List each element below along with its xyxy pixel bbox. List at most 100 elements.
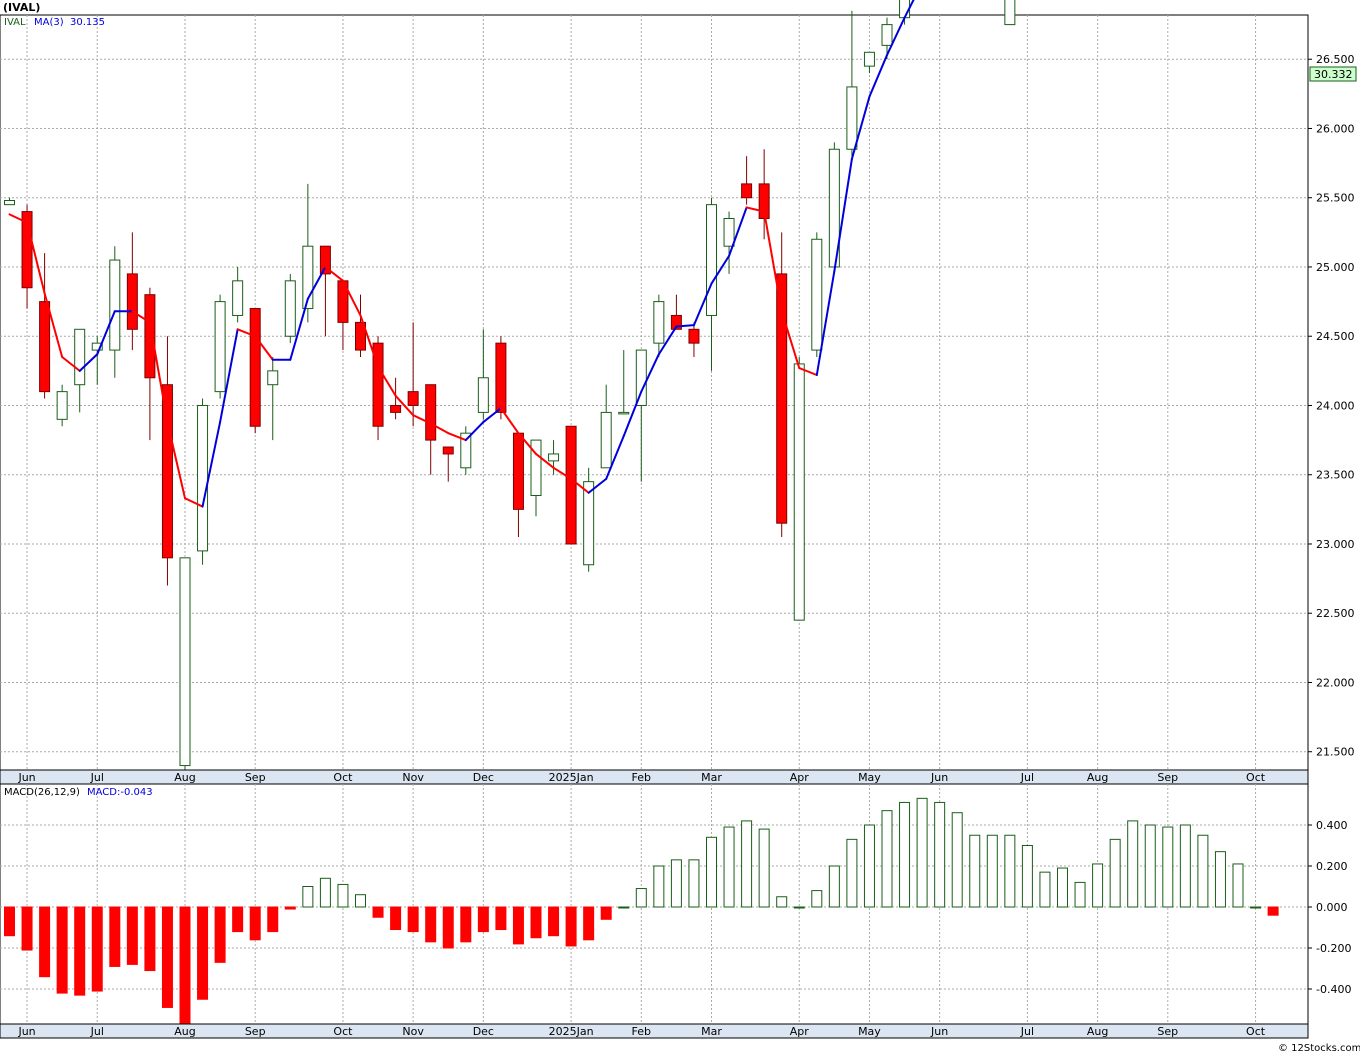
macd-bar (916, 797, 928, 908)
date-label: Sep (1157, 771, 1178, 784)
candle-body (144, 294, 156, 379)
ma-segment (605, 434, 625, 480)
date-label: Oct (1246, 771, 1266, 784)
ma-segment (429, 422, 450, 435)
candle-body (776, 273, 788, 524)
macd-bar (302, 886, 314, 908)
date-label: Feb (632, 771, 651, 784)
ma-segment (535, 452, 555, 469)
date-label: May (858, 1025, 881, 1038)
candle-body (477, 377, 489, 413)
macd-bar (986, 834, 998, 908)
macd-bar (741, 820, 753, 908)
ma-segment (710, 254, 731, 285)
candle-body (161, 384, 173, 559)
ma-segment (640, 353, 660, 393)
macd-bar (442, 906, 454, 949)
price-candles (4, 0, 1016, 773)
date-label: Oct (1246, 1025, 1266, 1038)
price-y-tick-label: 23.500 (1316, 469, 1355, 482)
macd-bar (109, 906, 121, 967)
date-label: Jun (17, 771, 35, 784)
candle-body (846, 86, 858, 150)
macd-bars (4, 797, 1279, 1027)
macd-y-tick-label: -0.200 (1316, 942, 1351, 955)
macd-bar (460, 906, 472, 943)
ma-segment (798, 367, 818, 377)
ma-segment (587, 477, 608, 494)
legend-symbol: IVAL (4, 17, 26, 28)
last-price-box (1309, 66, 1357, 82)
macd-bar (1127, 820, 1139, 908)
ma-segment (289, 297, 309, 361)
ma-segment (219, 328, 239, 424)
macd-bar (723, 826, 735, 908)
ma-segment (780, 310, 801, 370)
candle-body (600, 411, 612, 469)
macd-bar (653, 865, 665, 908)
price-y-tick-label: 24.000 (1316, 399, 1355, 412)
date-label: Nov (402, 771, 424, 784)
date-label: Jul (1020, 771, 1034, 784)
date-label: Apr (790, 771, 810, 784)
ma-segment (692, 282, 713, 327)
date-label: Sep (1157, 1025, 1178, 1038)
candle-body (302, 245, 314, 310)
ma-segment (236, 328, 257, 338)
date-label: Aug (174, 1025, 195, 1038)
date-label: Jul (90, 771, 104, 784)
macd-bar (91, 906, 103, 992)
date-label: 2025Jan (549, 1025, 594, 1038)
candle-body (548, 453, 560, 462)
date-label: Dec (473, 1025, 494, 1038)
macd-bar (846, 838, 858, 908)
macd-bar (249, 906, 261, 941)
ma-segment (148, 321, 169, 424)
macd-bar (951, 812, 963, 908)
candle-body (635, 349, 647, 406)
candle-body (91, 342, 103, 351)
ma-segment (43, 292, 64, 358)
macd-bar (969, 834, 981, 908)
candle-body (741, 183, 753, 199)
macd-bar (1162, 826, 1174, 908)
date-label: Jun (17, 1025, 35, 1038)
candle-body (4, 199, 15, 206)
candle-body (881, 24, 893, 46)
ma-segment (61, 356, 81, 372)
macd-bar (1144, 824, 1156, 908)
date-label: Jun (930, 771, 948, 784)
candle-body (425, 384, 437, 441)
macd-bar (144, 906, 156, 972)
macd-bar (618, 906, 630, 909)
macd-bar (284, 906, 296, 910)
candle-body (688, 328, 700, 344)
price-y-tick-label: 25.500 (1316, 192, 1355, 205)
candle-body (197, 404, 209, 552)
ma-segment (447, 432, 467, 442)
ma-segment (184, 497, 204, 508)
macd-legend-value: MACD:-0.043 (87, 787, 153, 798)
date-label: Jul (90, 1025, 104, 1038)
candle-body (109, 259, 121, 351)
macd-bar (425, 906, 437, 943)
macd-bar (758, 828, 770, 908)
candle-body (653, 301, 665, 344)
macd-bar (495, 906, 507, 931)
candle-body (811, 238, 823, 351)
macd-bar (1057, 867, 1068, 908)
macd-y-tick-label: 0.000 (1316, 901, 1348, 914)
candle-body (670, 314, 682, 330)
macd-bar (1021, 845, 1033, 908)
macd-bar (39, 906, 51, 978)
price-y-tick-label: 25.000 (1316, 261, 1355, 274)
ma-segment (394, 394, 415, 417)
date-axis-bottom (0, 1023, 1309, 1039)
date-label: Aug (1087, 771, 1108, 784)
ma-segment (201, 421, 222, 508)
copyright: © 12Stocks.com (1278, 1043, 1360, 1054)
ma-segment (482, 407, 502, 424)
date-axis-top (0, 769, 1309, 785)
candle-body (319, 245, 331, 275)
price-y-tick-label: 23.000 (1316, 538, 1355, 551)
